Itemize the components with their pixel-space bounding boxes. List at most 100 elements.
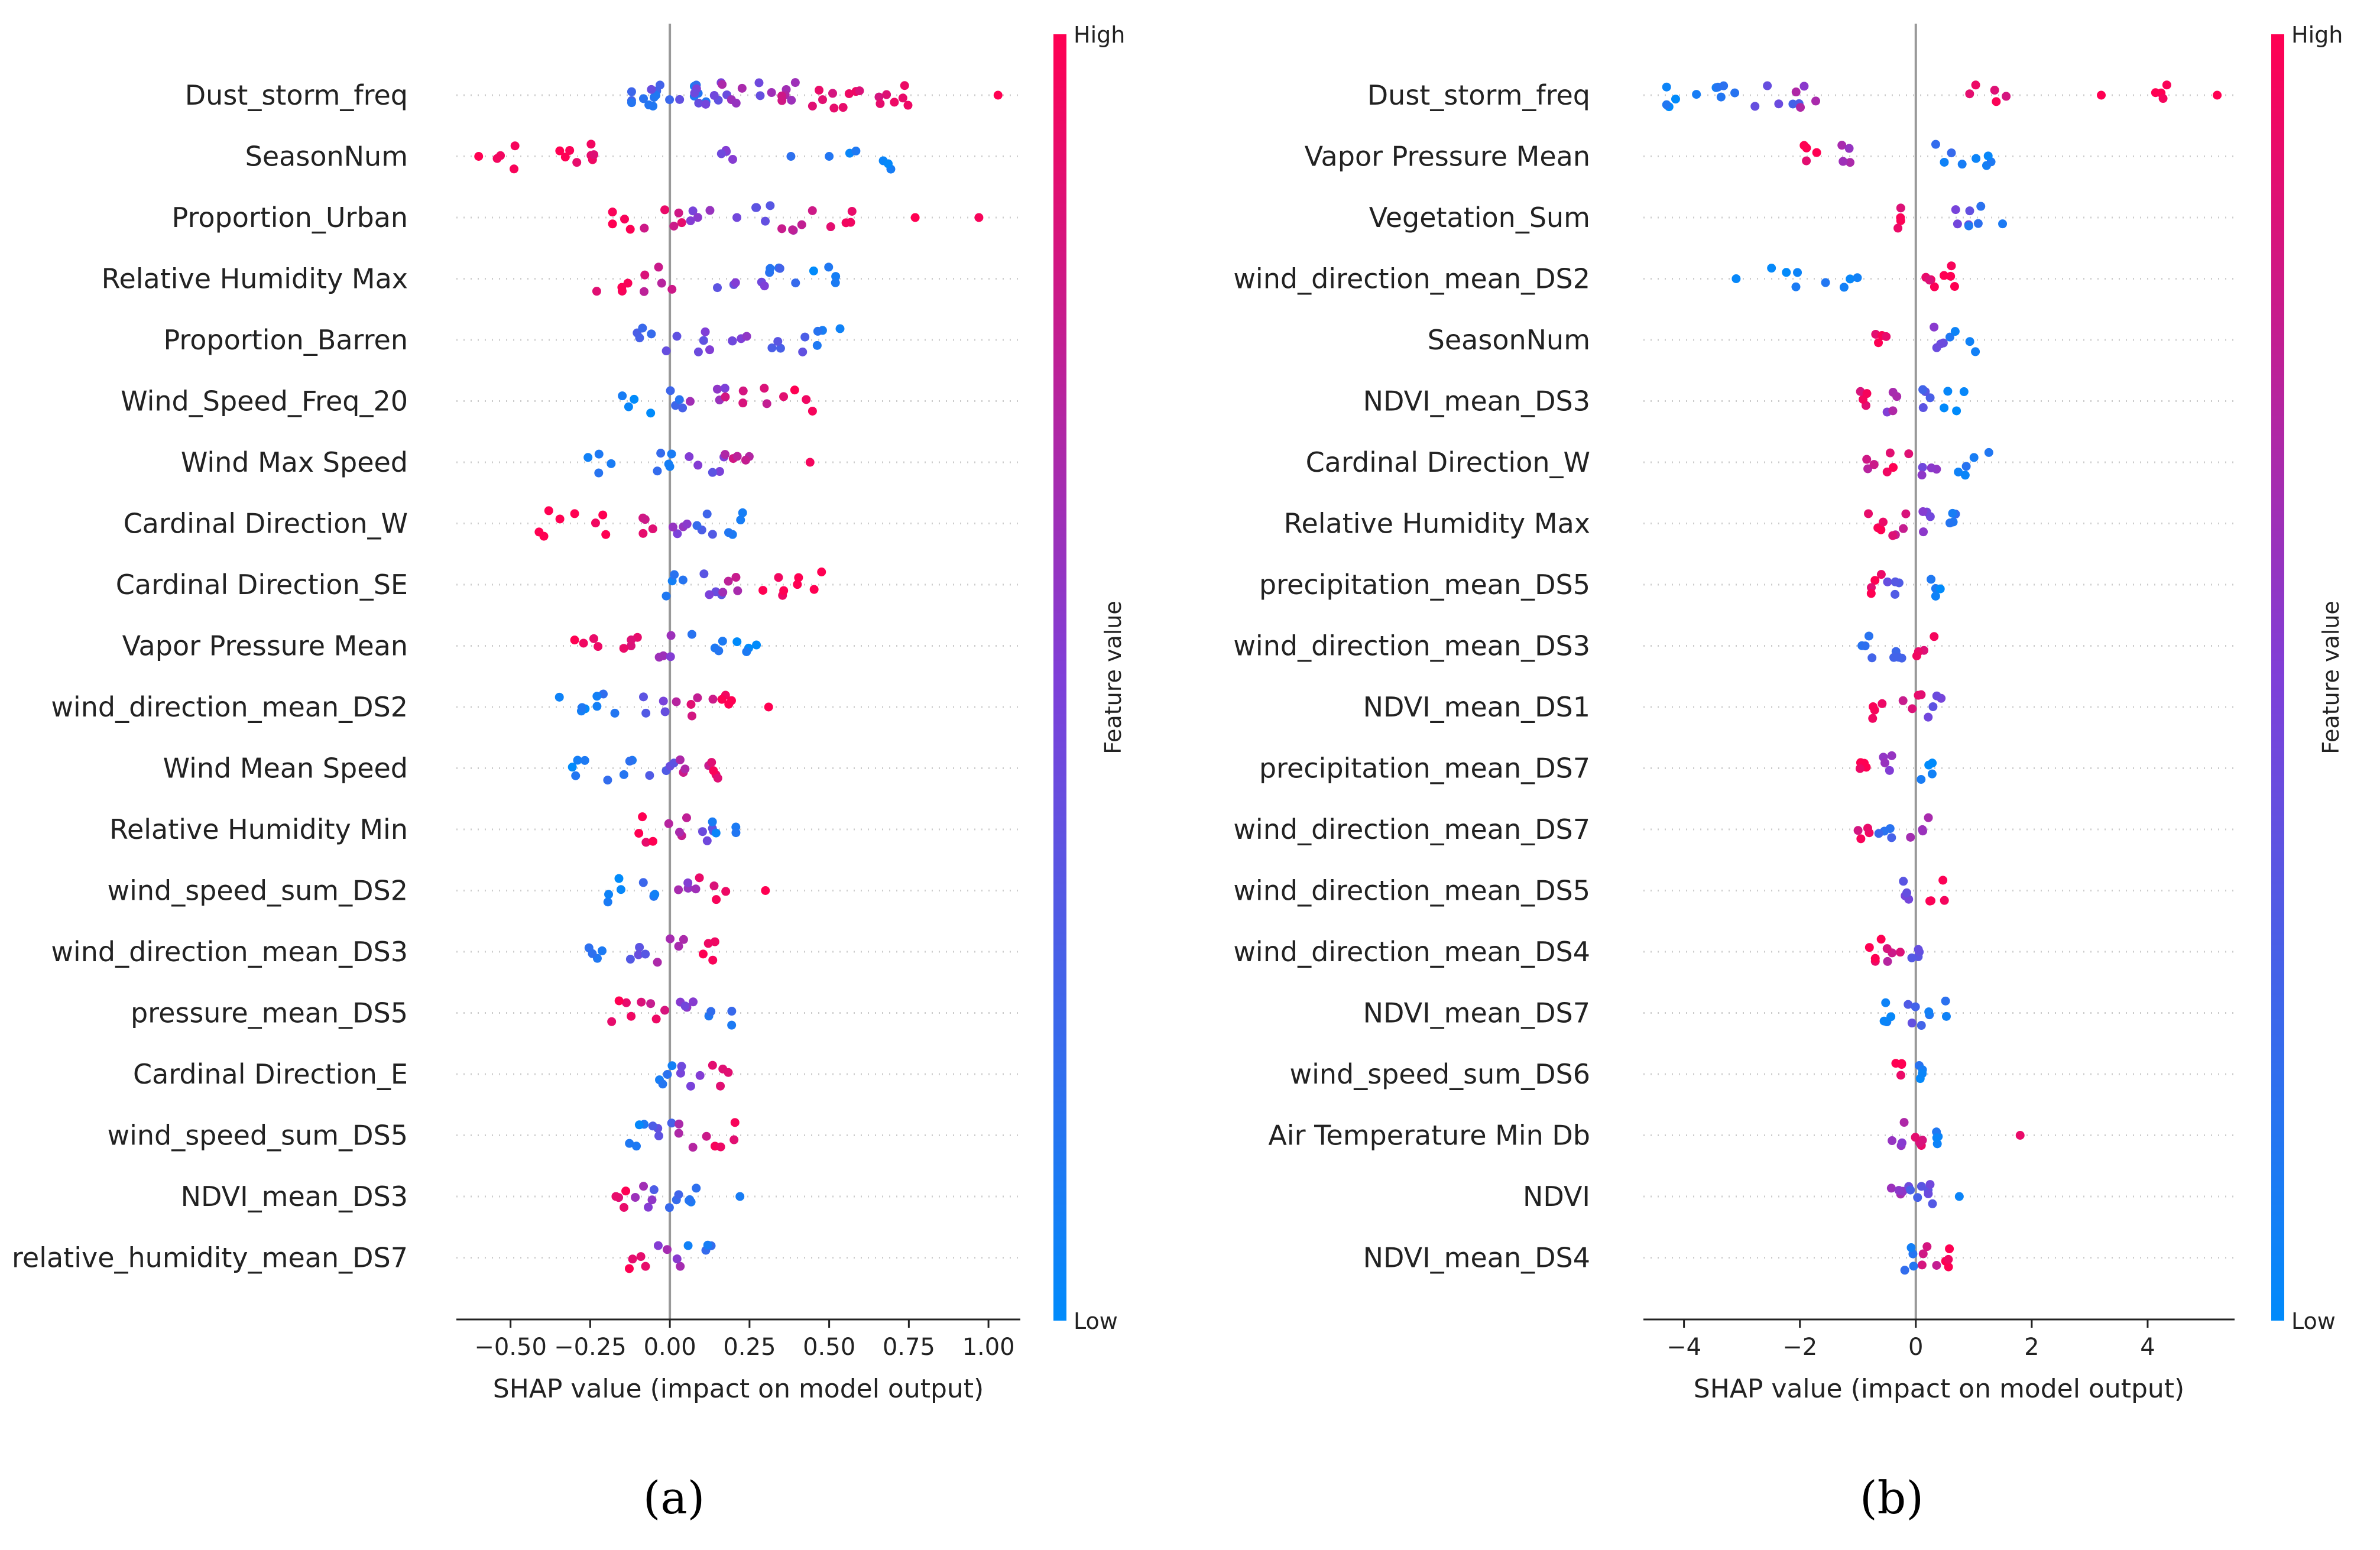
shap-point — [674, 942, 683, 951]
shap-point — [1931, 140, 1940, 149]
shap-point — [646, 408, 656, 418]
feature-row-points — [1893, 202, 2008, 233]
x-tick-label: 0.75 — [883, 1334, 935, 1361]
shap-point — [817, 567, 826, 576]
shap-point — [674, 885, 683, 894]
feature-label: wind_direction_mean_DS5 — [1233, 875, 1590, 907]
shap-point — [1853, 826, 1863, 835]
shap-point — [841, 218, 851, 228]
shap-point — [694, 98, 703, 108]
shap-point — [1821, 278, 1830, 287]
shap-point — [1853, 273, 1862, 283]
shap-point — [738, 398, 748, 408]
shap-point — [683, 878, 693, 887]
shap-point — [1950, 327, 1960, 336]
shap-point — [1887, 833, 1896, 842]
shap-point — [1874, 338, 1883, 348]
shap-point — [1900, 1266, 1909, 1275]
shap-point — [1925, 512, 1935, 521]
shap-point — [635, 333, 644, 343]
feature-row-points — [1857, 631, 1939, 663]
feature-label: Relative Humidity Max — [102, 263, 408, 295]
x-tick-label: −0.25 — [554, 1334, 627, 1361]
shap-point — [1732, 274, 1741, 283]
shap-point — [815, 86, 824, 95]
shap-point — [1782, 268, 1791, 277]
feature-row-points — [634, 812, 741, 847]
shap-point — [1928, 1199, 1937, 1208]
shap-point — [571, 771, 581, 780]
shap-point — [752, 640, 761, 650]
shap-point — [1855, 764, 1865, 773]
shap-point — [733, 586, 742, 595]
shap-point — [711, 828, 721, 838]
panel-a-feature-labels: Dust_storm_freq SeasonNum Proportion_Urban… — [12, 79, 408, 1274]
shap-point — [2015, 1131, 2025, 1140]
shap-point — [699, 569, 709, 579]
shap-point — [718, 637, 727, 646]
shap-point — [657, 278, 666, 288]
shap-point — [1965, 337, 1974, 346]
shap-point — [2151, 88, 2160, 98]
shap-point — [793, 580, 802, 589]
feature-row-points — [1879, 996, 1951, 1030]
shap-point — [1882, 467, 1892, 476]
shap-point — [1940, 403, 1949, 413]
shap-point — [721, 887, 731, 896]
shap-point — [1906, 832, 1915, 842]
shap-point — [640, 287, 649, 296]
shap-point — [1945, 1244, 1954, 1253]
feature-label: precipitation_mean_DS7 — [1259, 753, 1590, 784]
feature-label: Vapor Pressure Mean — [122, 630, 408, 662]
shap-point — [1866, 589, 1876, 598]
shap-point — [679, 935, 688, 944]
shap-point — [1930, 322, 1939, 332]
feature-row-points — [1866, 570, 1945, 601]
shap-point — [621, 1186, 631, 1196]
panel-a-colorbar-high-label: High — [1074, 22, 1125, 48]
feature-row-points — [608, 201, 984, 235]
shap-point — [1932, 691, 1941, 701]
panel-b-feature-labels: Dust_storm_freq Vapor Pressure Mean Vegeta… — [1233, 79, 1590, 1274]
shap-point — [1897, 1059, 1906, 1068]
shap-point — [762, 399, 771, 408]
shap-point — [705, 206, 715, 215]
feature-label: wind_speed_sum_DS2 — [107, 875, 408, 907]
shap-point — [974, 213, 984, 222]
shap-point — [1941, 1011, 1951, 1021]
shap-point — [1888, 531, 1898, 540]
feature-row-points — [583, 449, 815, 478]
shap-point — [641, 708, 651, 718]
shap-point — [614, 874, 624, 883]
shap-point — [813, 326, 822, 336]
feature-label: Dust_storm_freq — [1367, 79, 1590, 111]
shap-point — [712, 895, 721, 904]
shap-point — [709, 90, 719, 100]
shap-point — [662, 346, 671, 356]
shap-point — [640, 515, 650, 524]
shap-point — [677, 1062, 686, 1071]
shap-point — [676, 1262, 685, 1271]
shap-point — [773, 337, 783, 346]
shap-point — [635, 942, 644, 952]
shap-point — [1973, 219, 1983, 228]
shap-point — [1889, 653, 1899, 662]
shap-point — [1811, 96, 1821, 106]
shap-point — [667, 1061, 677, 1071]
shap-point — [634, 829, 644, 838]
shap-point — [675, 395, 684, 404]
shap-point — [570, 635, 579, 645]
shap-point — [1896, 213, 1905, 222]
shap-point — [669, 222, 679, 231]
shap-point — [825, 152, 834, 161]
shap-point — [738, 386, 748, 395]
shap-point — [670, 570, 679, 579]
shap-point — [713, 773, 722, 783]
feature-label: Vegetation_Sum — [1369, 202, 1590, 234]
shap-point — [1947, 261, 1956, 271]
shap-point — [653, 466, 662, 476]
shap-point — [1802, 156, 1811, 166]
shap-point — [625, 757, 634, 766]
shap-point — [608, 207, 617, 217]
shap-point — [662, 591, 671, 601]
